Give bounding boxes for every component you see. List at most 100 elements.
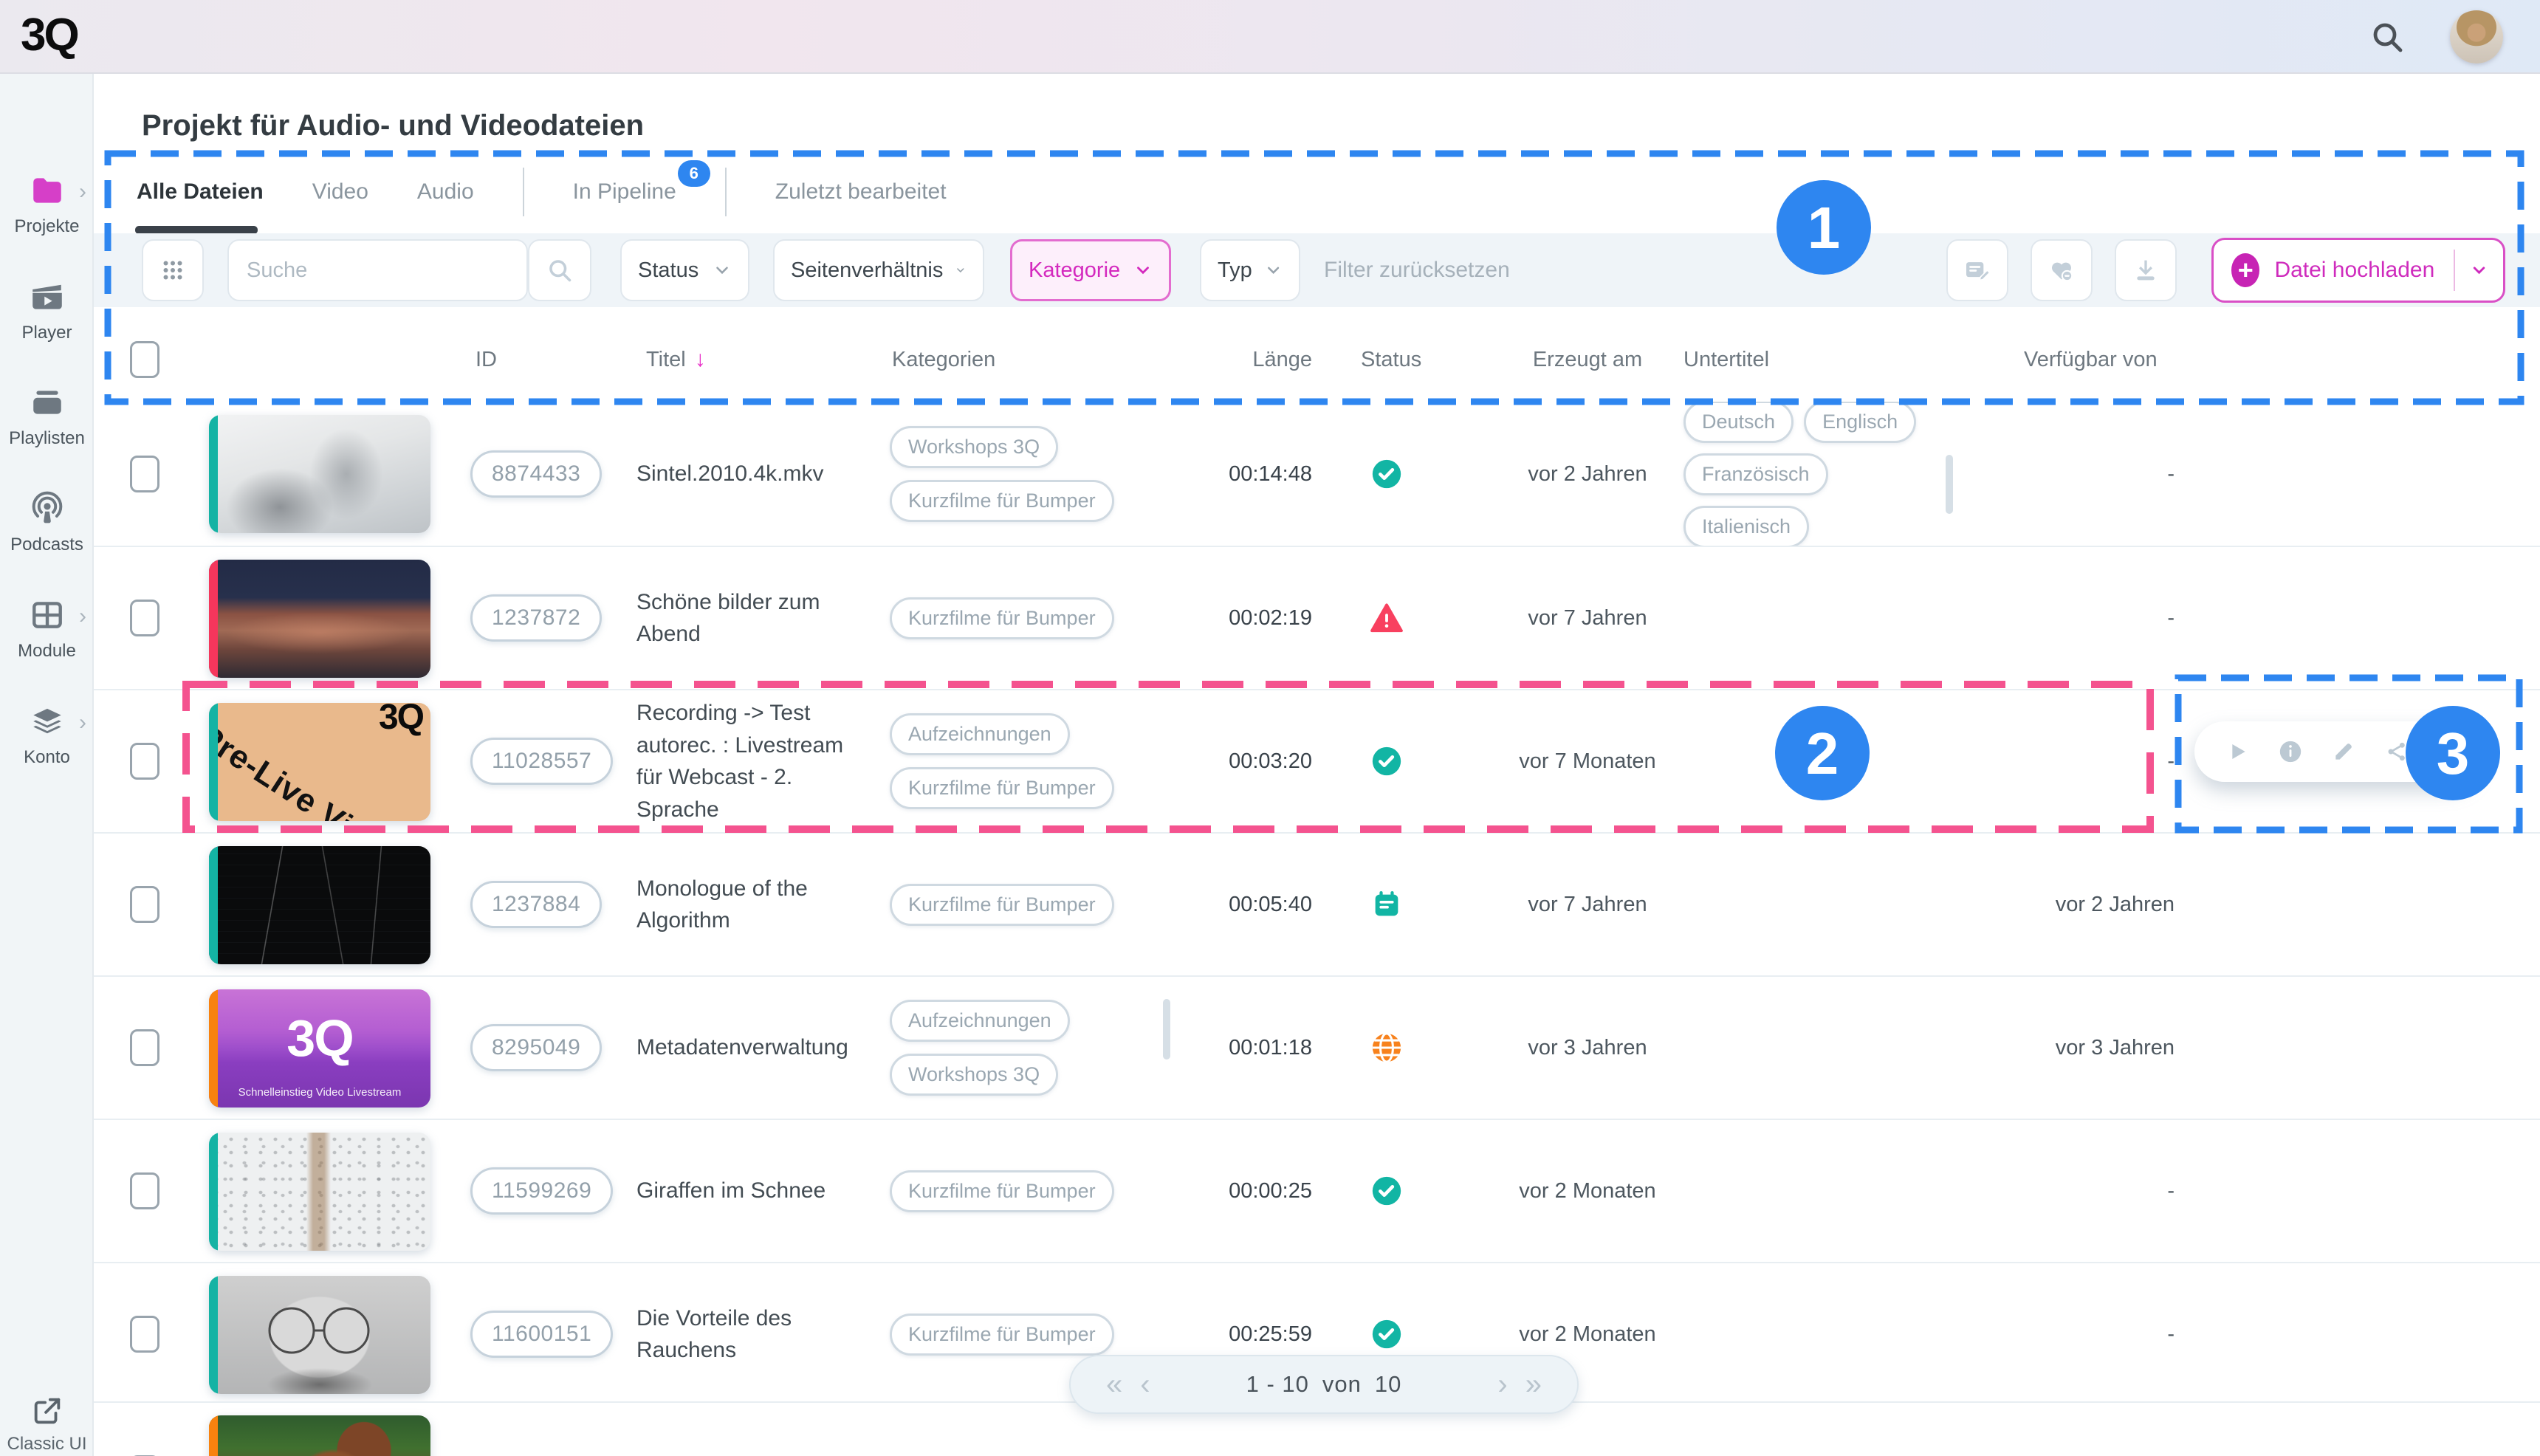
- category-chips: Kurzfilme für Bumper: [890, 547, 1141, 689]
- video-thumbnail[interactable]: [209, 1276, 430, 1394]
- column-header-kategorien[interactable]: Kategorien: [892, 347, 996, 371]
- video-title[interactable]: Recording -> Test autorec. : Livestream …: [636, 701, 844, 822]
- status-cell: [1370, 977, 1404, 1119]
- accent-bar: [209, 1133, 218, 1251]
- video-title[interactable]: Metadatenverwaltung: [636, 1035, 848, 1060]
- tab-in-pipeline[interactable]: In Pipeline 6: [573, 160, 710, 205]
- sidebar-item-konto[interactable]: › Konto: [0, 703, 94, 768]
- view-grid-button[interactable]: [142, 239, 204, 301]
- category-filter-dropdown[interactable]: Kategorie: [1010, 239, 1171, 301]
- row-checkbox[interactable]: [130, 1316, 159, 1353]
- category-chips: Kurzfilme für Bumper: [890, 1120, 1141, 1262]
- video-title[interactable]: Giraffen im Schnee: [636, 1178, 826, 1203]
- sidebar-item-classic-ui[interactable]: Classic UI: [0, 1394, 94, 1455]
- table-row[interactable]: 11599269 Giraffen im Schnee Kurzfilme fü…: [94, 1119, 2540, 1262]
- category-chip: Workshops 3Q: [890, 1054, 1059, 1096]
- edit-button[interactable]: [2330, 738, 2357, 765]
- row-checkbox[interactable]: [130, 743, 159, 780]
- sidebar-item-projekte[interactable]: › Projekte: [0, 172, 94, 237]
- video-length: 00:02:19: [1229, 605, 1312, 630]
- sidebar-item-label: Konto: [24, 747, 70, 767]
- table-row[interactable]: 1237884 Monologue of the Algorithm Kurzf…: [94, 832, 2540, 975]
- video-title[interactable]: [636, 1403, 865, 1456]
- video-thumbnail[interactable]: [209, 415, 430, 533]
- video-length: 00:01:18: [1229, 1035, 1312, 1060]
- sidebar-item-player[interactable]: Player: [0, 278, 94, 343]
- subtitle-scrollbar[interactable]: [1946, 455, 1953, 514]
- table-row[interactable]: 8874433 Sintel.2010.4k.mkv Workshops 3Q …: [94, 400, 2540, 548]
- thumbnail-logo: 3Q: [378, 703, 425, 737]
- aspect-ratio-filter-dropdown[interactable]: Seitenverhältnis: [773, 239, 984, 301]
- table-row[interactable]: 1237872 Schöne bilder zum Abend Kurzfilm…: [94, 546, 2540, 689]
- sidebar-item-module[interactable]: › Module: [0, 597, 94, 662]
- search-submit-button[interactable]: [528, 239, 591, 301]
- table-row[interactable]: 3Q Schnelleinstieg Video Livestream 8295…: [94, 975, 2540, 1119]
- search-input[interactable]: [247, 258, 525, 283]
- chevron-right-icon: ›: [79, 604, 86, 628]
- first-page-button[interactable]: «: [1106, 1368, 1123, 1401]
- brand-logo[interactable]: 3Q: [21, 10, 80, 61]
- video-thumbnail[interactable]: [209, 1415, 430, 1456]
- status-filter-dropdown[interactable]: Status: [620, 239, 749, 301]
- video-thumbnail[interactable]: [209, 1133, 430, 1251]
- category-chips: Kurzfilme für Bumper: [890, 834, 1141, 975]
- sidebar-item-label: Classic UI: [7, 1434, 87, 1454]
- tab-zuletzt-bearbeitet[interactable]: Zuletzt bearbeitet: [775, 179, 947, 204]
- bulk-tag-button[interactable]: [2031, 239, 2093, 301]
- column-header-status[interactable]: Status: [1361, 347, 1422, 371]
- chevron-right-icon: ›: [79, 179, 86, 204]
- tab-video[interactable]: Video: [312, 179, 368, 204]
- sidebar-item-label: Player: [21, 323, 72, 343]
- video-length: 00:03:20: [1229, 749, 1312, 773]
- video-thumbnail[interactable]: 3Q Schnelleinstieg Video Livestream: [209, 989, 430, 1108]
- video-title[interactable]: Schöne bilder zum Abend: [636, 589, 820, 647]
- video-title[interactable]: Die Vorteile des Rauchens: [636, 1305, 792, 1363]
- podcast-icon: [32, 491, 62, 523]
- pagination-of: von: [1322, 1371, 1362, 1397]
- reset-filters-button[interactable]: Filter zurücksetzen: [1324, 258, 1510, 282]
- column-header-laenge[interactable]: Länge: [1252, 347, 1312, 371]
- row-checkbox[interactable]: [130, 456, 159, 492]
- upload-button[interactable]: + Datei hochladen: [2211, 238, 2505, 303]
- column-header-erzeugt-am[interactable]: Erzeugt am: [1532, 347, 1643, 371]
- created-date: vor 2 Jahren: [1528, 461, 1647, 486]
- table-row-highlighted[interactable]: 3Q Pre-Live Video 11028557 Recording -> …: [94, 689, 2540, 832]
- video-thumbnail[interactable]: 3Q Pre-Live Video: [209, 703, 430, 821]
- tab-alle-dateien[interactable]: Alle Dateien: [137, 179, 264, 204]
- subtitle-chips: Deutsch Englisch Französisch Italienisch: [1683, 400, 1942, 548]
- bulk-edit-button[interactable]: [1946, 239, 2008, 301]
- info-button[interactable]: [2277, 738, 2304, 765]
- row-checkbox[interactable]: [130, 886, 159, 923]
- play-button[interactable]: [2224, 738, 2251, 765]
- category-scrollbar[interactable]: [1163, 999, 1170, 1060]
- row-checkbox[interactable]: [130, 1172, 159, 1209]
- tab-audio[interactable]: Audio: [416, 179, 474, 204]
- status-verified-icon: [1372, 1176, 1401, 1206]
- last-page-button[interactable]: »: [1525, 1368, 1542, 1401]
- type-filter-dropdown[interactable]: Typ: [1200, 239, 1300, 301]
- row-checkbox[interactable]: [130, 600, 159, 636]
- global-search-button[interactable]: [2366, 16, 2408, 58]
- column-header-titel[interactable]: Titel ↓: [646, 347, 706, 371]
- search-field[interactable]: [227, 239, 528, 301]
- row-checkbox[interactable]: [130, 1029, 159, 1066]
- chevron-down-icon[interactable]: [2470, 259, 2488, 281]
- play-icon: [2232, 744, 2245, 759]
- user-avatar[interactable]: [2450, 10, 2503, 63]
- video-thumbnail[interactable]: [209, 560, 430, 678]
- column-header-id[interactable]: ID: [476, 347, 497, 371]
- sidebar-item-podcasts[interactable]: Podcasts: [0, 490, 94, 555]
- prev-page-button[interactable]: ‹: [1140, 1368, 1150, 1401]
- video-title[interactable]: Monologue of the Algorithm: [636, 876, 808, 933]
- select-all-checkbox[interactable]: [130, 341, 159, 378]
- video-title[interactable]: Sintel.2010.4k.mkv: [636, 461, 824, 487]
- sidebar-item-playlisten[interactable]: Playlisten: [0, 384, 94, 449]
- column-header-untertitel[interactable]: Untertitel: [1683, 347, 1770, 371]
- next-page-button[interactable]: ›: [1497, 1368, 1508, 1401]
- share-button[interactable]: [2383, 738, 2410, 765]
- id-badge: 8874433: [470, 450, 603, 498]
- video-length: 00:25:59: [1229, 1322, 1312, 1346]
- video-thumbnail[interactable]: [209, 846, 430, 964]
- download-button[interactable]: [2115, 239, 2177, 301]
- column-header-verfuegbar-von[interactable]: Verfügbar von: [2024, 347, 2158, 371]
